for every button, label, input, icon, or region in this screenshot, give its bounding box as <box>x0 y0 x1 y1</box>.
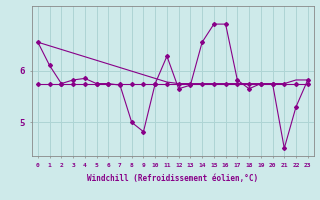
X-axis label: Windchill (Refroidissement éolien,°C): Windchill (Refroidissement éolien,°C) <box>87 174 258 183</box>
